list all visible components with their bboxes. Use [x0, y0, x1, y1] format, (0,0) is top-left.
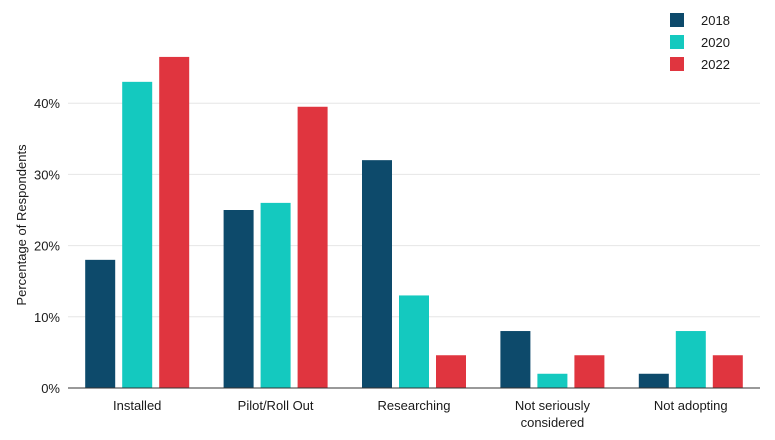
legend-swatch-2018: [670, 13, 684, 27]
bar-2018: [85, 259, 116, 388]
legend-label: 2018: [701, 13, 730, 28]
bar-2018: [638, 373, 669, 388]
bar-2022: [712, 355, 743, 388]
y-tick-label: 20%: [34, 239, 60, 254]
bar-2022: [436, 355, 466, 388]
y-axis-label: Percentage of Respondents: [14, 144, 29, 306]
legend-label: 2020: [701, 35, 730, 50]
x-tick-label: Not seriously: [515, 398, 591, 413]
x-tick-label: considered: [521, 415, 585, 430]
x-tick-label: Not adopting: [654, 398, 728, 413]
axes: 0% 10% 20% 30% 40% Installed Pilot/Roll Out Res…: [34, 96, 760, 430]
x-tick-label: Pilot/Roll Out: [238, 398, 314, 413]
legend-swatch-2020: [670, 35, 684, 49]
bar-2018: [362, 160, 392, 388]
legend-swatch-2022: [670, 57, 684, 71]
bars: [85, 56, 743, 389]
bar-2020: [399, 295, 429, 388]
y-tick-label: 10%: [34, 310, 60, 325]
bar-2020: [537, 373, 568, 388]
legend: 2018 2020 2022: [670, 13, 730, 72]
y-tick-label: 0%: [41, 381, 60, 396]
bar-2020: [122, 81, 153, 388]
bar-2020: [675, 331, 706, 388]
bar-2020: [260, 202, 291, 388]
bar-2018: [223, 210, 254, 388]
bar-2022: [574, 355, 605, 388]
y-tick-label: 30%: [34, 167, 60, 182]
bar-2022: [159, 56, 190, 389]
x-tick-label: Researching: [378, 398, 451, 413]
bar-2022: [297, 106, 328, 388]
x-tick-label: Installed: [113, 398, 161, 413]
bar-2018: [500, 331, 531, 388]
y-tick-label: 40%: [34, 96, 60, 111]
legend-label: 2022: [701, 57, 730, 72]
